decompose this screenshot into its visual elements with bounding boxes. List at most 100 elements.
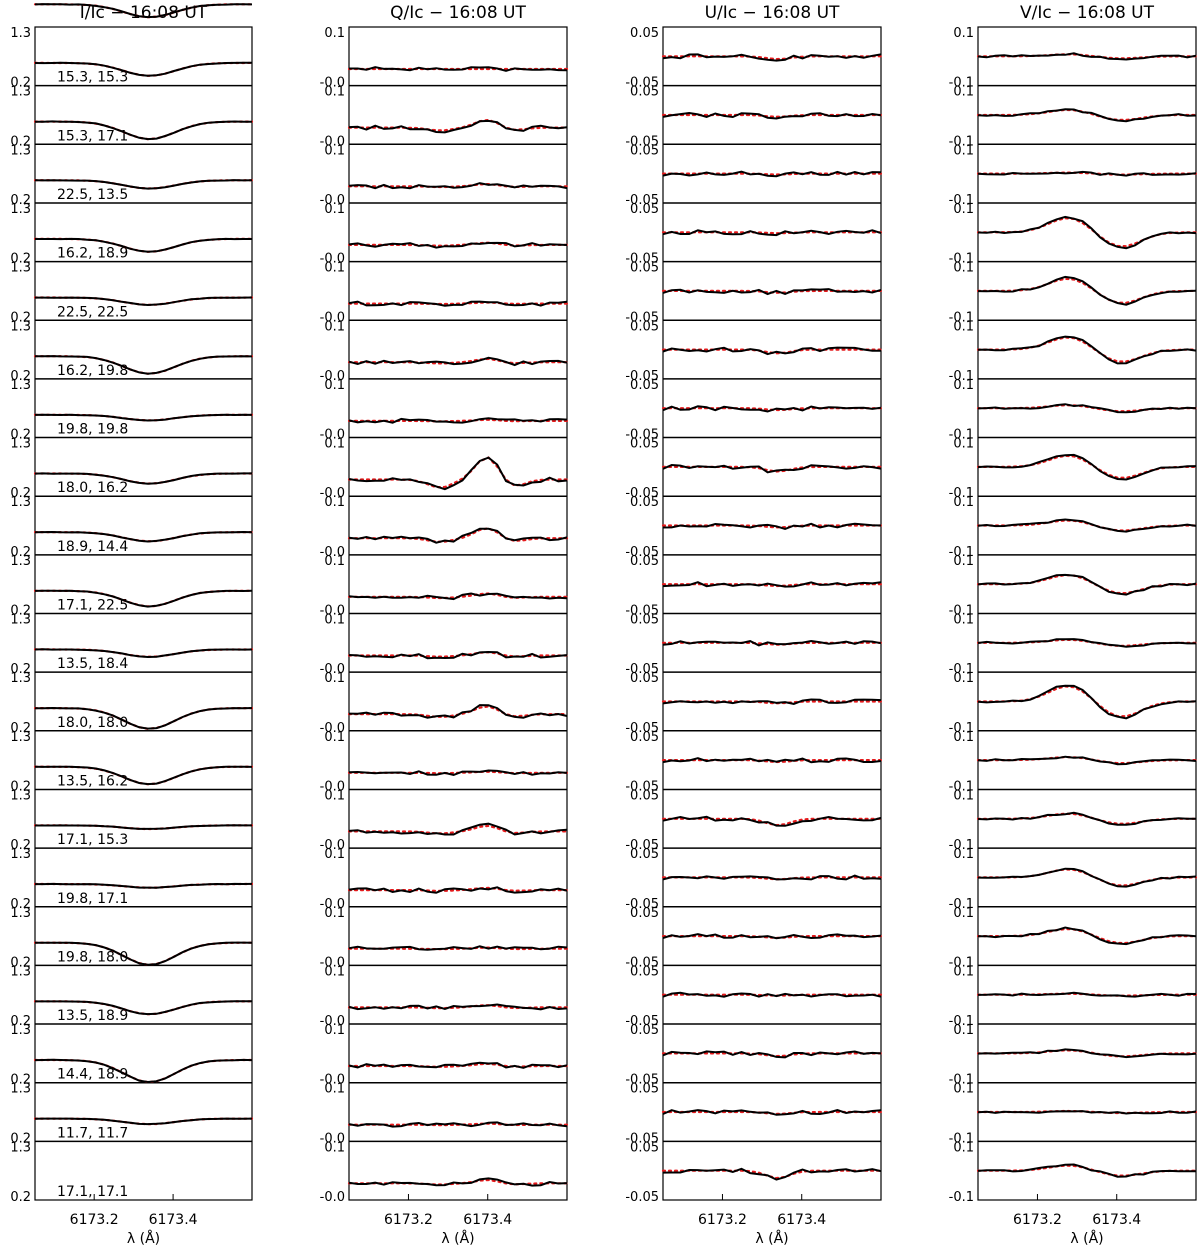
observed-curve (662, 229, 882, 237)
y-tick-label: -0.05 (625, 134, 659, 149)
panel: 0.1 -0.0 (320, 85, 569, 149)
observed-curve (662, 1050, 882, 1059)
observed-curve (977, 573, 1197, 596)
observed-curve (34, 179, 253, 190)
panel: 1.30.2 13.5, 18.9 (10, 941, 254, 1029)
panel: 1.30.2 19.8, 19.8 (10, 355, 254, 443)
observed-curve (662, 757, 882, 764)
panel: 0.05 -0.05 (625, 788, 883, 853)
observed-curve (662, 815, 882, 827)
y-tick-label: -0.05 (625, 1131, 659, 1146)
y-tick-label: 1.3 (10, 261, 31, 276)
x-tick-label: 6173.2 (698, 1212, 747, 1228)
panel: 0.1 -0.1 (949, 788, 1198, 853)
y-tick-label: 0.2 (10, 662, 31, 677)
observed-curve (662, 53, 882, 62)
chart-title: Q/Ic − 16:08 UT (390, 3, 526, 23)
observed-curve (348, 1003, 568, 1011)
panel: 0.1 -0.1 (949, 671, 1198, 736)
observed-curve (662, 991, 882, 998)
panel: 0.1 -0.1 (949, 85, 1198, 149)
panel-annotation: 14.4, 18.9 (57, 1067, 128, 1083)
y-tick-label: -0.0 (320, 252, 345, 267)
y-tick-label: 0.1 (953, 378, 974, 393)
observed-curve (348, 1061, 568, 1069)
observed-curve (349, 66, 568, 72)
panel: 0.1 -0.1 (949, 319, 1198, 384)
observed-curve (978, 926, 1197, 946)
observed-curve (35, 120, 253, 141)
observed-curve (977, 1110, 1197, 1115)
y-tick-label: 1.3 (10, 788, 31, 803)
y-tick-label: 0.2 (10, 721, 31, 736)
panel: 0.1 -0.0 (320, 495, 569, 560)
y-tick-label: 0.1 (953, 1140, 974, 1155)
y-tick-label: -0.1 (949, 897, 974, 912)
y-tick-label: 0.1 (324, 847, 345, 862)
y-tick-label: -0.05 (625, 486, 659, 501)
y-tick-label: 1.3 (10, 1082, 31, 1097)
panel: 0.05 -0.05 (625, 495, 883, 560)
observed-curve (348, 592, 568, 601)
y-tick-label: 0.1 (324, 1140, 345, 1155)
y-tick-label: -0.1 (949, 1190, 974, 1205)
observed-curve (34, 765, 253, 786)
panel-annotation: 22.5, 13.5 (57, 187, 128, 203)
observed-curve (977, 1163, 1197, 1178)
observed-curve (348, 650, 568, 660)
observed-curve (977, 453, 1197, 481)
panel: 0.1 -0.1 (949, 906, 1198, 970)
y-tick-label: 1.3 (10, 495, 31, 510)
y-tick-label: 0.1 (324, 437, 345, 452)
y-tick-label: 0.05 (630, 788, 659, 803)
observed-curve (977, 215, 1197, 250)
panel: 1.30.2 11.7, 11.7 (10, 1058, 254, 1146)
y-tick-label: 0.05 (630, 847, 659, 862)
panel-annotation: 16.2, 19.8 (57, 363, 128, 379)
y-tick-label: -0.05 (625, 369, 659, 384)
panel: 0.1 -0.1 (949, 730, 1198, 794)
observed-curve (977, 684, 1197, 720)
chart-column-1: I/Ic − 16:08 UT1.30.2 15.3, 15.31.30.2 15.… (10, 3, 254, 1247)
y-tick-label: 0.05 (630, 613, 659, 628)
observed-curve (662, 698, 882, 705)
y-tick-label: 0.05 (630, 26, 659, 41)
y-tick-label: 1.3 (10, 906, 31, 921)
y-tick-label: 0.05 (630, 143, 659, 158)
y-tick-label: 0.1 (324, 495, 345, 510)
y-tick-label: -0.1 (949, 545, 974, 560)
y-tick-label: 0.1 (324, 964, 345, 979)
panel: 0.1 -0.0 (320, 437, 569, 501)
y-tick-label: 0.05 (630, 437, 659, 452)
panel: 0.05 -0.05 (625, 554, 883, 619)
y-tick-label: -0.1 (949, 193, 974, 208)
observed-curve (348, 822, 568, 836)
fit-curve (661, 231, 883, 235)
panel: 1.30.2 16.2, 18.9 (10, 179, 254, 267)
y-tick-label: 1.3 (10, 319, 31, 334)
y-tick-label: -0.05 (625, 955, 659, 970)
y-tick-label: 0.1 (324, 1023, 345, 1038)
panel: 0.05 -0.05 (625, 319, 883, 384)
panel: 0.05 -0.05 (625, 730, 883, 794)
y-tick-label: 1.3 (10, 964, 31, 979)
y-tick-label: 0.1 (953, 1082, 974, 1097)
observed-curve (977, 403, 1197, 414)
y-tick-label: 0.05 (630, 261, 659, 276)
x-tick-label: 6173.2 (70, 1212, 119, 1228)
panel: 1.30.2 18.0, 18.0 (10, 648, 254, 736)
panel-annotation: 22.5, 22.5 (57, 304, 128, 320)
observed-curve (662, 405, 882, 413)
panel: 0.05 -0.05 (625, 1023, 883, 1088)
y-tick-label: 1.3 (10, 847, 31, 862)
y-tick-label: 1.3 (10, 378, 31, 393)
observed-curve (34, 413, 253, 422)
observed-curve (34, 589, 253, 608)
y-tick-label: 1.3 (10, 554, 31, 569)
y-tick-label: -0.05 (625, 779, 659, 794)
y-tick-label: -0.1 (949, 604, 974, 619)
y-tick-label: -0.1 (949, 369, 974, 384)
observed-curve (35, 882, 253, 889)
observed-curve (662, 170, 882, 178)
observed-curve (977, 991, 1197, 998)
